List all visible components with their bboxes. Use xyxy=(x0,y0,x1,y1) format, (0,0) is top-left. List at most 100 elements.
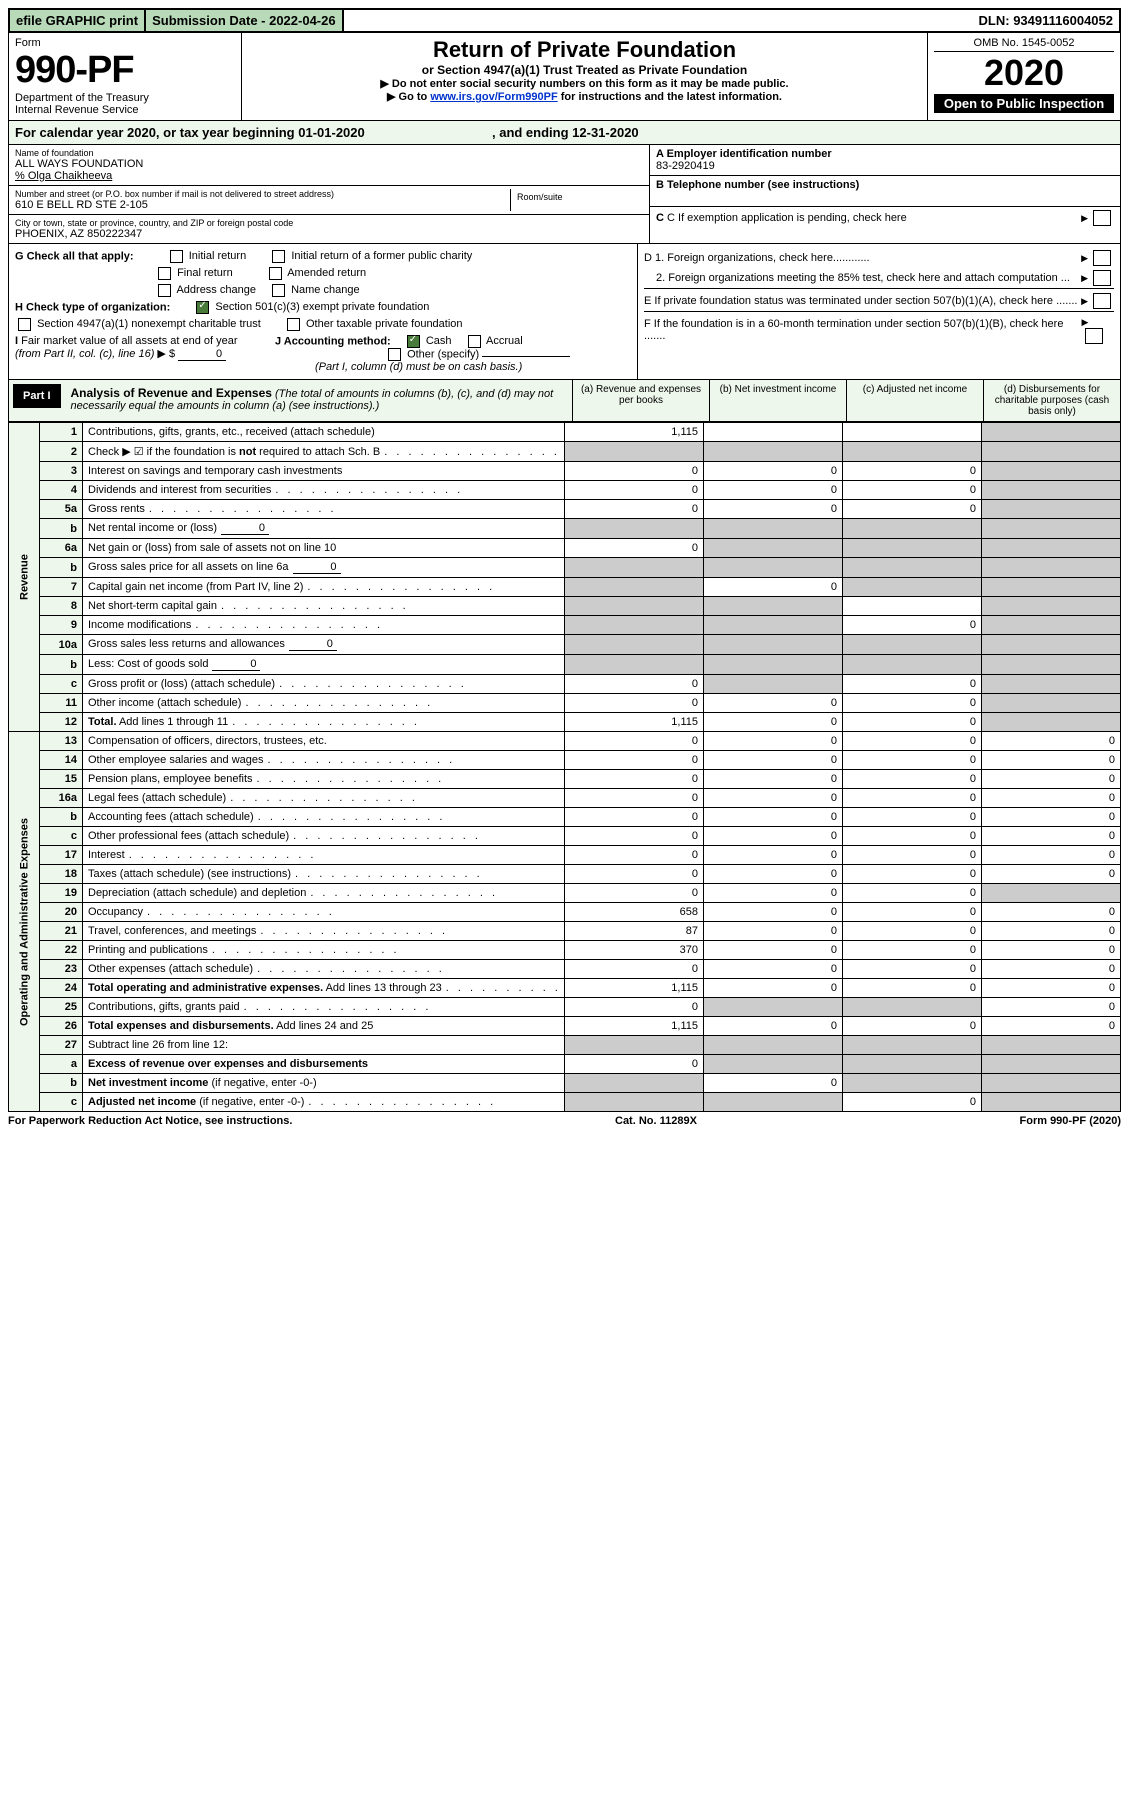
table-row: 21Travel, conferences, and meetings. . .… xyxy=(9,922,1121,941)
irs-link[interactable]: www.irs.gov/Form990PF xyxy=(430,91,557,103)
row-number: a xyxy=(40,1055,83,1074)
row-label: Travel, conferences, and meetings. . . .… xyxy=(83,922,565,941)
c-label: C C If exemption application is pending,… xyxy=(656,212,907,224)
table-row: 25Contributions, gifts, grants paid. . .… xyxy=(9,998,1121,1017)
row-number: 25 xyxy=(40,998,83,1017)
efile-button[interactable]: efile GRAPHIC print xyxy=(10,10,146,31)
row-number: 22 xyxy=(40,941,83,960)
row-number: 21 xyxy=(40,922,83,941)
g-address-change[interactable] xyxy=(158,284,171,297)
row-number: c xyxy=(40,1093,83,1112)
instruction-2: ▶ Go to www.irs.gov/Form990PF for instru… xyxy=(248,90,921,103)
f-label: F If the foundation is in a 60-month ter… xyxy=(644,318,1082,342)
omb-number: OMB No. 1545-0052 xyxy=(934,37,1114,52)
table-row: bGross sales price for all assets on lin… xyxy=(9,558,1121,578)
row-label: Excess of revenue over expenses and disb… xyxy=(83,1055,565,1074)
h-4947-checkbox[interactable] xyxy=(18,318,31,331)
part1-title: Analysis of Revenue and Expenses xyxy=(71,386,272,400)
submission-date: Submission Date - 2022-04-26 xyxy=(146,10,344,31)
g-initial-former[interactable] xyxy=(272,250,285,263)
table-row: 17Interest. . . . . . . . . . . . . . . … xyxy=(9,846,1121,865)
j-other-checkbox[interactable] xyxy=(388,348,401,361)
row-label: Accounting fees (attach schedule). . . .… xyxy=(83,808,565,827)
row-label: Other income (attach schedule). . . . . … xyxy=(83,694,565,713)
row-label: Interest. . . . . . . . . . . . . . . . xyxy=(83,846,565,865)
irs-label: Internal Revenue Service xyxy=(15,104,235,116)
row-number: 6a xyxy=(40,539,83,558)
row-number: b xyxy=(40,655,83,675)
part1-header: Part I Analysis of Revenue and Expenses … xyxy=(8,380,1121,422)
h-other-checkbox[interactable] xyxy=(287,318,300,331)
c-checkbox[interactable] xyxy=(1093,210,1111,226)
row-label: Subtract line 26 from line 12: xyxy=(83,1036,565,1055)
table-row: 11Other income (attach schedule). . . . … xyxy=(9,694,1121,713)
d1-checkbox[interactable] xyxy=(1093,250,1111,266)
ein-value: 83-2920419 xyxy=(656,160,1114,172)
row-number: 15 xyxy=(40,770,83,789)
table-row: 2Check ▶ ☑ if the foundation is not requ… xyxy=(9,442,1121,462)
row-number: 24 xyxy=(40,979,83,998)
h-501c3-checkbox[interactable] xyxy=(196,301,209,314)
d2-checkbox[interactable] xyxy=(1093,270,1111,286)
table-row: 16aLegal fees (attach schedule). . . . .… xyxy=(9,789,1121,808)
row-number: b xyxy=(40,808,83,827)
identity-block: Name of foundation ALL WAYS FOUNDATION %… xyxy=(8,145,1121,244)
row-number: c xyxy=(40,675,83,694)
row-label: Taxes (attach schedule) (see instruction… xyxy=(83,865,565,884)
f-checkbox[interactable] xyxy=(1085,328,1103,344)
top-bar: efile GRAPHIC print Submission Date - 20… xyxy=(8,8,1121,33)
table-row: 5aGross rents. . . . . . . . . . . . . .… xyxy=(9,500,1121,519)
row-number: b xyxy=(40,558,83,578)
e-checkbox[interactable] xyxy=(1093,293,1111,309)
d1-label: D 1. Foreign organizations, check here..… xyxy=(644,252,870,264)
form-footer: Form 990-PF (2020) xyxy=(1020,1115,1122,1127)
row-number: 27 xyxy=(40,1036,83,1055)
row-label: Net short-term capital gain. . . . . . .… xyxy=(83,597,565,616)
j-note: (Part I, column (d) must be on cash basi… xyxy=(315,361,522,373)
table-row: bAccounting fees (attach schedule). . . … xyxy=(9,808,1121,827)
instruction-1: ▶ Do not enter social security numbers o… xyxy=(248,77,921,90)
row-label: Net investment income (if negative, ente… xyxy=(83,1074,565,1093)
row-number: 3 xyxy=(40,462,83,481)
row-label: Total operating and administrative expen… xyxy=(83,979,565,998)
street-address: 610 E BELL RD STE 2-105 xyxy=(15,199,510,211)
ein-label: A Employer identification number xyxy=(656,148,1114,160)
j-cash-checkbox[interactable] xyxy=(407,335,420,348)
table-row: 3Interest on savings and temporary cash … xyxy=(9,462,1121,481)
g-initial-return[interactable] xyxy=(170,250,183,263)
row-label: Dividends and interest from securities. … xyxy=(83,481,565,500)
row-number: 13 xyxy=(40,732,83,751)
form-title: Return of Private Foundation xyxy=(248,37,921,63)
row-number: b xyxy=(40,1074,83,1093)
row-label: Gross sales less returns and allowances0 xyxy=(83,635,565,655)
row-label: Legal fees (attach schedule). . . . . . … xyxy=(83,789,565,808)
g-amended-return[interactable] xyxy=(269,267,282,280)
dln: DLN: 93491116004052 xyxy=(973,10,1119,31)
row-number: 12 xyxy=(40,713,83,732)
row-label: Gross profit or (loss) (attach schedule)… xyxy=(83,675,565,694)
row-label: Adjusted net income (if negative, enter … xyxy=(83,1093,565,1112)
i-value: 0 xyxy=(178,348,226,361)
cat-no: Cat. No. 11289X xyxy=(615,1115,697,1127)
j-accrual-checkbox[interactable] xyxy=(468,335,481,348)
g-final-return[interactable] xyxy=(158,267,171,280)
row-label: Income modifications. . . . . . . . . . … xyxy=(83,616,565,635)
row-label: Depreciation (attach schedule) and deple… xyxy=(83,884,565,903)
ghij-block: G Check all that apply: Initial return I… xyxy=(8,244,1121,380)
g-name-change[interactable] xyxy=(272,284,285,297)
row-label: Contributions, gifts, grants, etc., rece… xyxy=(83,423,565,442)
row-number: b xyxy=(40,519,83,539)
d2-label: 2. Foreign organizations meeting the 85%… xyxy=(644,272,1070,284)
table-row: Operating and Administrative Expenses13C… xyxy=(9,732,1121,751)
row-label: Gross sales price for all assets on line… xyxy=(83,558,565,578)
row-label: Net gain or (loss) from sale of assets n… xyxy=(83,539,565,558)
table-row: 26Total expenses and disbursements. Add … xyxy=(9,1017,1121,1036)
row-number: 9 xyxy=(40,616,83,635)
row-label: Other expenses (attach schedule). . . . … xyxy=(83,960,565,979)
col-a-header: (a) Revenue and expenses per books xyxy=(572,380,709,421)
table-row: cAdjusted net income (if negative, enter… xyxy=(9,1093,1121,1112)
foundation-name: ALL WAYS FOUNDATION xyxy=(15,158,643,170)
table-row: 6aNet gain or (loss) from sale of assets… xyxy=(9,539,1121,558)
row-label: Pension plans, employee benefits. . . . … xyxy=(83,770,565,789)
table-row: 22Printing and publications. . . . . . .… xyxy=(9,941,1121,960)
